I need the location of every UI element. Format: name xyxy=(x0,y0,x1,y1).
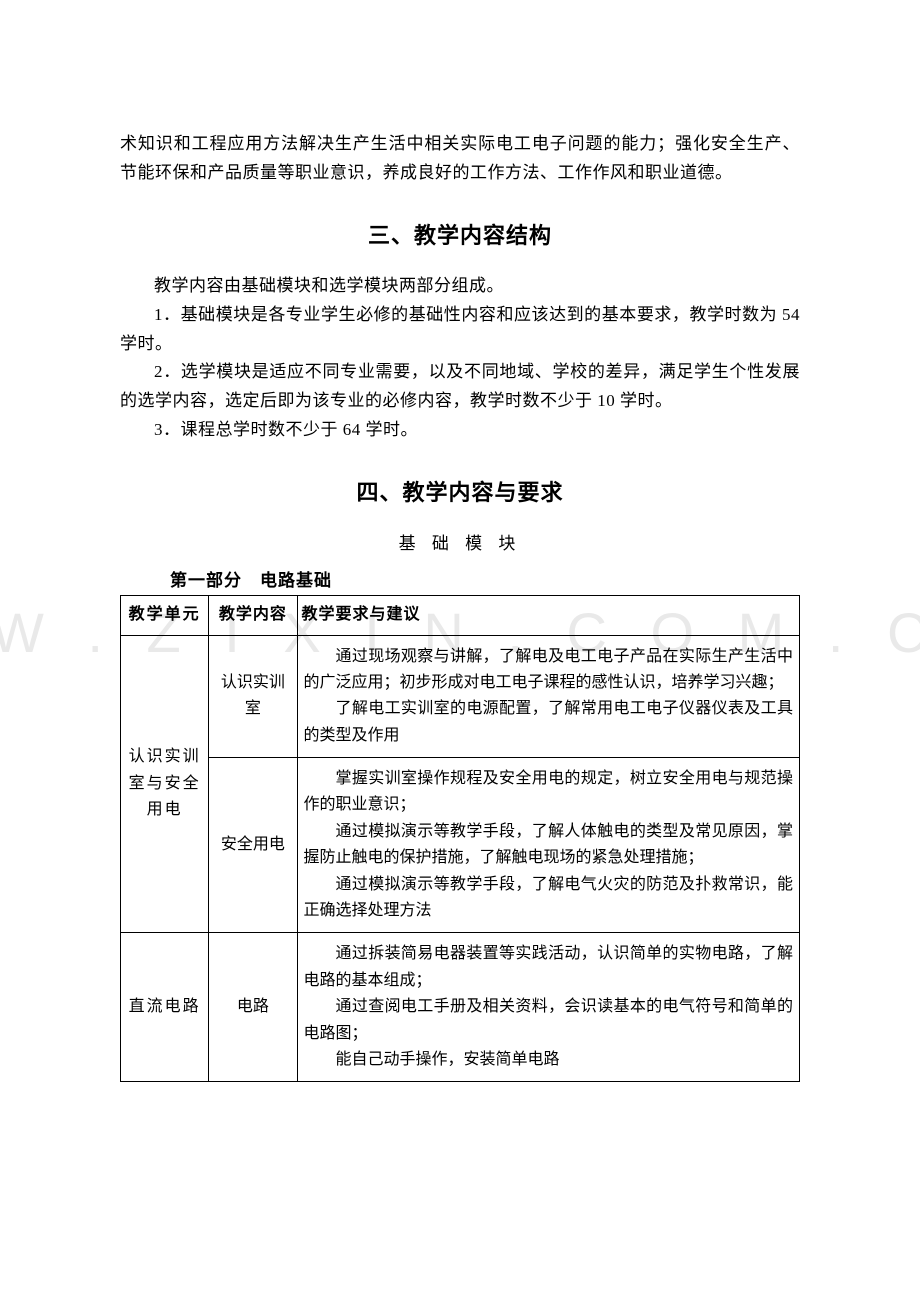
s3-p3: 3．课程总学时数不少于 64 学时。 xyxy=(120,416,800,445)
part-1-label: 第一部分 电路基础 xyxy=(170,566,800,591)
s3-p1: 1．基础模块是各专业学生必修的基础性内容和应该达到的基本要求，教学时数为 54 … xyxy=(120,301,800,359)
s3-p0: 教学内容由基础模块和选学模块两部分组成。 xyxy=(120,272,800,301)
document-page: W W . Z I X I N . C O M . C N 术知识和工程应用方法… xyxy=(0,0,920,1302)
req-line: 通过拆装简易电器装置等实践活动，认识简单的实物电路，了解电路的基本组成； xyxy=(304,941,793,994)
req-line: 掌握实训室操作规程及安全用电的规定，树立安全用电与规范操作的职业意识； xyxy=(304,766,793,819)
req-line: 能自己动手操作，安装简单电路 xyxy=(304,1047,793,1073)
intro-paragraph: 术知识和工程应用方法解决生产生活中相关实际电工电子问题的能力；强化安全生产、节能… xyxy=(120,130,800,188)
table-row: 直流电路电路通过拆装简易电器装置等实践活动，认识简单的实物电路，了解电路的基本组… xyxy=(121,933,800,1082)
table-header-row: 教学单元 教学内容 教学要求与建议 xyxy=(121,596,800,635)
sub-heading-basic-module: 基 础 模 块 xyxy=(120,529,800,554)
cell-requirements: 掌握实训室操作规程及安全用电的规定，树立安全用电与规范操作的职业意识；通过模拟演… xyxy=(297,758,799,933)
req-line: 通过现场观察与讲解，了解电及电工电子产品在实际生产生活中的广泛应用；初步形成对电… xyxy=(304,644,793,697)
req-line: 通过查阅电工手册及相关资料，会识读基本的电气符号和简单的电路图； xyxy=(304,994,793,1047)
s3-p2: 2．选学模块是适应不同专业需要，以及不同地域、学校的差异，满足学生个性发展的选学… xyxy=(120,358,800,416)
table-row: 安全用电掌握实训室操作规程及安全用电的规定，树立安全用电与规范操作的职业意识；通… xyxy=(121,758,800,933)
req-line: 了解电工实训室的电源配置，了解常用电工电子仪器仪表及工具的类型及作用 xyxy=(304,696,793,749)
cell-requirements: 通过现场观察与讲解，了解电及电工电子产品在实际生产生活中的广泛应用；初步形成对电… xyxy=(297,635,799,758)
curriculum-table: 教学单元 教学内容 教学要求与建议 认识实训室与安全用电认识实训室通过现场观察与… xyxy=(120,595,800,1082)
heading-section-4: 四、教学内容与要求 xyxy=(120,475,800,507)
cell-unit: 认识实训室与安全用电 xyxy=(121,635,209,933)
cell-topic: 电路 xyxy=(209,933,297,1082)
cell-requirements: 通过拆装简易电器装置等实践活动，认识简单的实物电路，了解电路的基本组成；通过查阅… xyxy=(297,933,799,1082)
cell-topic: 认识实训室 xyxy=(209,635,297,758)
cell-topic: 安全用电 xyxy=(209,758,297,933)
req-line: 通过模拟演示等教学手段，了解人体触电的类型及常见原因，掌握防止触电的保护措施，了… xyxy=(304,819,793,872)
heading-section-3: 三、教学内容结构 xyxy=(120,218,800,250)
page-content: 术知识和工程应用方法解决生产生活中相关实际电工电子问题的能力；强化安全生产、节能… xyxy=(120,130,800,1082)
th-req: 教学要求与建议 xyxy=(297,596,799,635)
cell-unit: 直流电路 xyxy=(121,933,209,1082)
th-unit: 教学单元 xyxy=(121,596,209,635)
th-topic: 教学内容 xyxy=(209,596,297,635)
table-body: 认识实训室与安全用电认识实训室通过现场观察与讲解，了解电及电工电子产品在实际生产… xyxy=(121,635,800,1082)
table-row: 认识实训室与安全用电认识实训室通过现场观察与讲解，了解电及电工电子产品在实际生产… xyxy=(121,635,800,758)
req-line: 通过模拟演示等教学手段，了解电气火灾的防范及扑救常识，能正确选择处理方法 xyxy=(304,872,793,925)
